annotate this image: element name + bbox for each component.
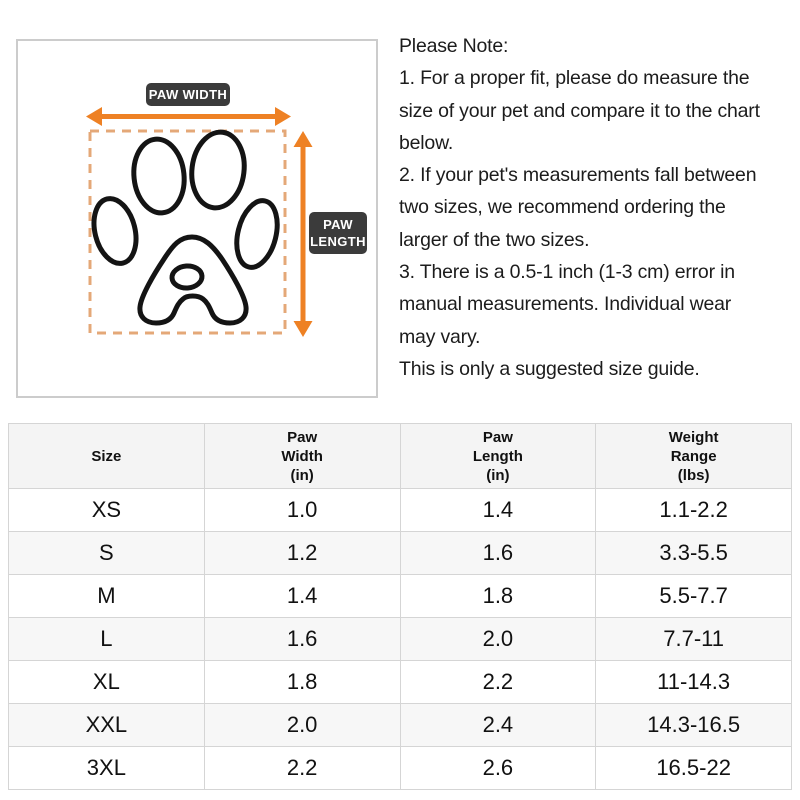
table-row: XS 1.0 1.4 1.1-2.2 (8, 488, 792, 532)
note-line: This is only a suggested size guide. (399, 357, 700, 380)
paw-measurement-diagram: PAW WIDTH PAW LENGTH (16, 39, 378, 398)
notes: Please Note: 1. For a proper fit, please… (399, 30, 797, 385)
cell-size: L (8, 617, 205, 661)
notes-title: Please Note: (399, 35, 509, 57)
cell-weight-range: 7.7-11 (595, 617, 792, 661)
table-header-row: Size Paw Width (in) Paw Length (in) Weig… (8, 423, 792, 489)
col-header-paw-length: Paw Length (in) (399, 423, 597, 489)
note-line: may vary. (399, 325, 481, 348)
cell-size: XXL (8, 703, 205, 747)
note-line: 1. For a proper fit, please do measure t… (399, 67, 750, 90)
note-line: two sizes, we recommend ordering the (399, 196, 726, 219)
note-line: manual measurements. Individual wear (399, 293, 732, 316)
cell-paw-width: 2.2 (203, 746, 401, 790)
paw-length-arrow (293, 131, 313, 337)
size-chart-table: Size Paw Width (in) Paw Length (in) Weig… (8, 423, 792, 790)
measurement-dashed-box (88, 129, 287, 335)
cell-weight-range: 16.5-22 (595, 746, 792, 790)
table-row: 3XL 2.2 2.6 16.5-22 (8, 746, 792, 790)
paw-length-label: PAW LENGTH (309, 212, 367, 254)
table-row: M 1.4 1.8 5.5-7.7 (8, 574, 792, 618)
note-line: below. (399, 131, 454, 154)
cell-size: XS (8, 488, 205, 532)
cell-paw-length: 1.6 (399, 531, 597, 575)
paw-width-label: PAW WIDTH (146, 83, 230, 106)
cell-weight-range: 14.3-16.5 (595, 703, 792, 747)
note-line: size of your pet and compare it to the c… (399, 99, 760, 122)
cell-weight-range: 1.1-2.2 (595, 488, 792, 532)
col-header-size: Size (8, 423, 205, 489)
cell-paw-width: 1.6 (203, 617, 401, 661)
cell-paw-width: 1.0 (203, 488, 401, 532)
paw-width-arrow (86, 107, 291, 126)
table-row: XXL 2.0 2.4 14.3-16.5 (8, 703, 792, 747)
cell-weight-range: 3.3-5.5 (595, 531, 792, 575)
note-line: 3. There is a 0.5-1 inch (1-3 cm) error … (399, 261, 735, 284)
cell-paw-width: 1.8 (203, 660, 401, 704)
note-line: 2. If your pet's measurements fall betwe… (399, 164, 757, 187)
col-header-paw-width: Paw Width (in) (203, 423, 401, 489)
cell-size: M (8, 574, 205, 618)
cell-paw-length: 2.0 (399, 617, 597, 661)
cell-weight-range: 11-14.3 (595, 660, 792, 704)
cell-paw-width: 1.2 (203, 531, 401, 575)
paw-print (91, 129, 280, 326)
cell-size: 3XL (8, 746, 205, 790)
cell-paw-length: 2.4 (399, 703, 597, 747)
cell-weight-range: 5.5-7.7 (595, 574, 792, 618)
col-header-weight-range: Weight Range (lbs) (595, 423, 792, 489)
cell-paw-width: 2.0 (203, 703, 401, 747)
paw-print-illustration (86, 107, 313, 337)
cell-paw-length: 1.4 (399, 488, 597, 532)
cell-paw-length: 1.8 (399, 574, 597, 618)
table-row: S 1.2 1.6 3.3-5.5 (8, 531, 792, 575)
cell-paw-length: 2.6 (399, 746, 597, 790)
cell-paw-length: 2.2 (399, 660, 597, 704)
table-row: XL 1.8 2.2 11-14.3 (8, 660, 792, 704)
cell-paw-width: 1.4 (203, 574, 401, 618)
cell-size: S (8, 531, 205, 575)
cell-size: XL (8, 660, 205, 704)
table-row: L 1.6 2.0 7.7-11 (8, 617, 792, 661)
note-line: larger of the two sizes. (399, 228, 590, 251)
